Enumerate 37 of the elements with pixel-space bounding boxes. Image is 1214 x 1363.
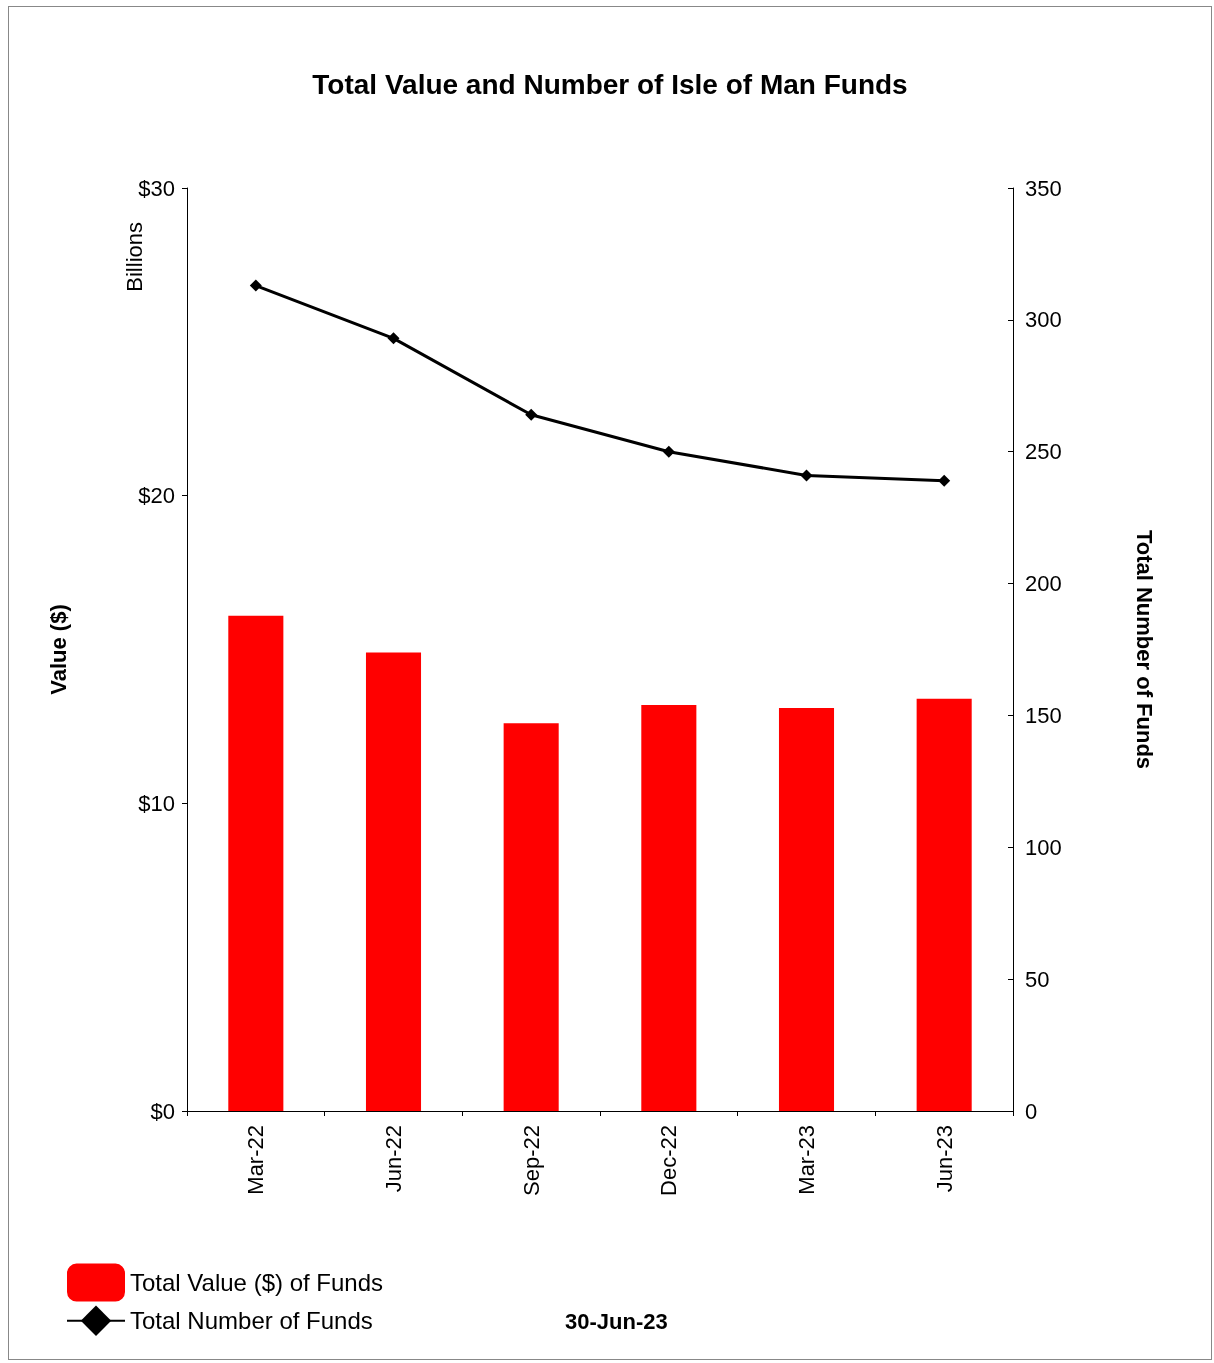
- y2-tick-label: 300: [1025, 307, 1062, 333]
- point: [387, 332, 400, 345]
- bar: [228, 615, 284, 1111]
- point: [662, 445, 675, 458]
- y2-tick-label: 200: [1025, 571, 1062, 597]
- bar: [503, 723, 559, 1111]
- y2-tick-label: 50: [1025, 966, 1050, 992]
- chart-title: Total Value and Number of Isle of Man Funds: [312, 68, 908, 100]
- y-tick-label: $0: [150, 1098, 175, 1124]
- y2-tick-label: 250: [1025, 439, 1062, 465]
- x-tick-label: Jun-22: [381, 1125, 406, 1193]
- x-tick-label: Mar-22: [243, 1125, 269, 1195]
- text: Billions: [121, 221, 147, 292]
- x-tick-label: Jun-23: [931, 1125, 957, 1193]
- legend-label: Total Value ($) of Funds: [130, 1269, 384, 1297]
- x-tick-label: Mar-23: [794, 1125, 819, 1195]
- bar: [641, 704, 697, 1111]
- y-tick-label: $20: [138, 483, 175, 509]
- point: [249, 279, 262, 292]
- y-axis-title: Value ($): [45, 604, 71, 695]
- point: [525, 408, 538, 421]
- legend-label: Total Number of Funds: [130, 1307, 373, 1335]
- x-tick-label: Sep-22: [518, 1125, 544, 1196]
- point: [938, 474, 951, 487]
- y2-tick-label: 150: [1025, 702, 1062, 728]
- bar: [778, 707, 835, 1111]
- bar: [916, 698, 972, 1111]
- text: 30-Jun-23: [565, 1308, 668, 1334]
- y-tick-label: $10: [138, 790, 175, 816]
- x-tick-label: Dec-22: [656, 1125, 682, 1196]
- y-tick-label: $30: [138, 175, 175, 201]
- bar: [365, 652, 422, 1111]
- y2-axis-title: Total Number of Funds: [1131, 529, 1157, 770]
- y2-tick-label: 100: [1025, 834, 1062, 860]
- y2-tick-label: 0: [1025, 1098, 1038, 1124]
- y2-tick-label: 350: [1025, 175, 1062, 201]
- point: [800, 469, 813, 482]
